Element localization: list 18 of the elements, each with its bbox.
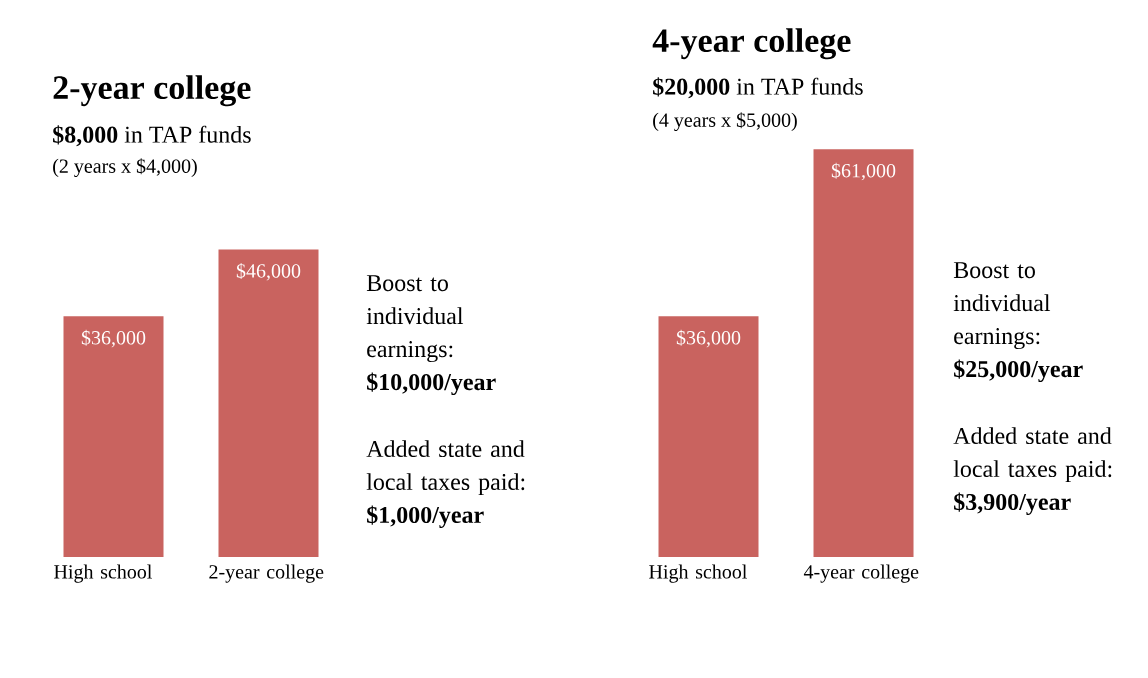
text: Boost to individual earnings: $25,000/year (953, 262, 1083, 383)
text: Added state and local taxes paid: $3,900/year (953, 427, 1112, 516)
data-label: $36,000 (676, 329, 741, 348)
data-label: $36,000 (81, 329, 146, 348)
chart-title: 4-year college (652, 28, 851, 60)
x-tick-label: 2-year college (209, 564, 324, 583)
chart-subtitle: $8,000 in TAP funds (53, 125, 251, 147)
chart-title: 2-year college (53, 75, 251, 107)
x-tick-label: High school (649, 564, 747, 583)
x-tick-label: 4-year college (803, 564, 919, 583)
chart-subtitle: $20,000 in TAP funds (653, 77, 863, 99)
text: (4 years x $5,000) (653, 112, 797, 131)
x-tick-label: High school (54, 564, 152, 583)
data-label: $61,000 (831, 162, 896, 181)
data-label: $46,000 (236, 263, 301, 281)
text: Added state and local taxes paid: $1,000/year (366, 440, 525, 529)
text: Boost to individual earnings: $10,000/year (366, 275, 496, 396)
text: (2 years x $4,000) (53, 158, 197, 177)
